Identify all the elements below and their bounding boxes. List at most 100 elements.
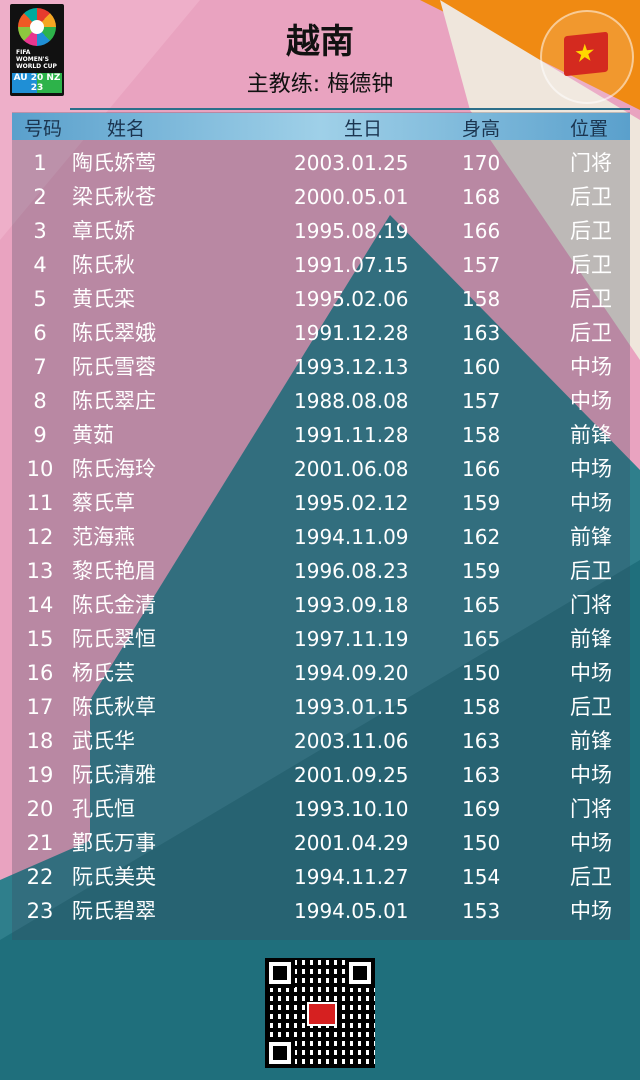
player-position: 门将 [570,151,612,175]
player-number: 10 [26,457,54,481]
table-row: 18 武氏华 2003.11.06 163 前锋 [12,724,630,758]
player-birthday: 1995.02.06 [294,287,409,311]
team-title: 越南 [286,22,354,62]
player-birthday: 2001.09.25 [294,763,409,787]
player-birthday: 1993.10.10 [294,797,409,821]
player-name: 杨氏芸 [72,661,135,685]
table-row: 17 陈氏秋草 1993.01.15 158 后卫 [12,690,630,724]
player-birthday: 1994.09.20 [294,661,409,685]
player-height: 159 [462,491,501,515]
player-birthday: 1996.08.23 [294,559,409,583]
player-birthday: 1994.11.27 [294,865,409,889]
player-birthday: 1991.07.15 [294,253,409,277]
player-number: 7 [33,355,47,379]
player-height: 154 [462,865,501,889]
player-height: 158 [462,423,501,447]
player-birthday: 1993.12.13 [294,355,409,379]
logo-years: AU 20 NZ 23 [12,73,62,93]
player-name: 阮氏翠恒 [72,627,156,651]
player-name: 阮氏清雅 [72,763,156,787]
player-number: 20 [26,797,54,821]
qr-code-icon [265,958,375,1068]
player-position: 中场 [570,491,612,515]
player-position: 后卫 [570,321,612,345]
col-name: 姓名 [107,118,146,140]
player-position: 中场 [570,661,612,685]
player-birthday: 2001.06.08 [294,457,409,481]
player-height: 162 [462,525,501,549]
player-height: 157 [462,389,501,413]
player-position: 前锋 [570,423,612,447]
player-height: 150 [462,661,501,685]
player-number: 16 [26,661,54,685]
table-row: 13 黎氏艳眉 1996.08.23 159 后卫 [12,554,630,588]
player-name: 黄氏栾 [72,287,135,311]
table-row: 6 陈氏翠娥 1991.12.28 163 后卫 [12,316,630,350]
table-row: 23 阮氏碧翠 1994.05.01 153 中场 [12,894,630,928]
player-number: 17 [26,695,54,719]
player-number: 3 [33,219,47,243]
player-birthday: 2003.01.25 [294,151,409,175]
player-height: 163 [462,729,501,753]
player-name: 陈氏海玲 [72,457,156,481]
player-name: 陈氏秋 [72,253,135,277]
player-birthday: 1993.09.18 [294,593,409,617]
player-birthday: 1993.01.15 [294,695,409,719]
player-position: 中场 [570,457,612,481]
player-height: 158 [462,695,501,719]
player-position: 后卫 [570,253,612,277]
table-row: 16 杨氏芸 1994.09.20 150 中场 [12,656,630,690]
logo-text: FIFA WOMEN'S WORLD CUP [16,49,57,70]
table-row: 8 陈氏翠庄 1988.08.08 157 中场 [12,384,630,418]
player-birthday: 1994.11.09 [294,525,409,549]
player-birthday: 1988.08.08 [294,389,409,413]
player-number: 23 [26,899,54,923]
vietnam-flag-icon: ★ [564,31,608,77]
player-number: 18 [26,729,54,753]
player-birthday: 2001.04.29 [294,831,409,855]
player-birthday: 2003.11.06 [294,729,409,753]
player-birthday: 1995.02.12 [294,491,409,515]
player-height: 153 [462,899,501,923]
table-row: 19 阮氏清雅 2001.09.25 163 中场 [12,758,630,792]
player-number: 13 [26,559,54,583]
player-name: 陶氏娇莺 [72,151,156,175]
player-name: 梁氏秋苍 [72,185,156,209]
player-name: 孔氏恒 [72,797,135,821]
coach-name: 主教练: 梅德钟 [246,72,394,97]
table-row: 4 陈氏秋 1991.07.15 157 后卫 [12,248,630,282]
player-name: 陈氏金清 [72,593,156,617]
player-height: 163 [462,321,501,345]
player-height: 169 [462,797,501,821]
player-position: 门将 [570,797,612,821]
table-row: 14 陈氏金清 1993.09.18 165 门将 [12,588,630,622]
table-row: 7 阮氏雪蓉 1993.12.13 160 中场 [12,350,630,384]
player-height: 166 [462,219,501,243]
table-row: 12 范海燕 1994.11.09 162 前锋 [12,520,630,554]
player-number: 11 [26,491,54,515]
player-birthday: 2000.05.01 [294,185,409,209]
player-name: 阮氏美英 [72,865,156,889]
player-height: 163 [462,763,501,787]
table-row: 2 梁氏秋苍 2000.05.01 168 后卫 [12,180,630,214]
player-number: 14 [26,593,54,617]
table-row: 22 阮氏美英 1994.11.27 154 后卫 [12,860,630,894]
player-birthday: 1991.11.28 [294,423,409,447]
player-height: 170 [462,151,501,175]
player-height: 168 [462,185,501,209]
player-number: 12 [26,525,54,549]
player-birthday: 1995.08.19 [294,219,409,243]
player-number: 5 [33,287,47,311]
player-position: 后卫 [570,559,612,583]
player-position: 前锋 [570,627,612,651]
player-number: 19 [26,763,54,787]
table-row: 1 陶氏娇莺 2003.01.25 170 门将 [12,146,630,180]
player-number: 6 [33,321,47,345]
player-position: 前锋 [570,525,612,549]
table-row: 15 阮氏翠恒 1997.11.19 165 前锋 [12,622,630,656]
player-height: 158 [462,287,501,311]
col-birthday: 生日 [344,118,383,140]
col-number: 号码 [24,118,63,140]
table-row: 5 黄氏栾 1995.02.06 158 后卫 [12,282,630,316]
